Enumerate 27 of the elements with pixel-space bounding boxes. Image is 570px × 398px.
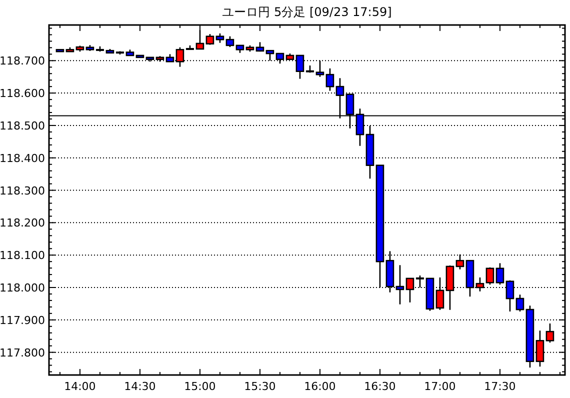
y-tick-label: 117.900 <box>0 314 45 327</box>
x-tick-label: 16:30 <box>364 380 396 393</box>
y-tick-label: 118.200 <box>0 216 45 230</box>
x-tick-label: 16:00 <box>304 380 336 393</box>
candlestick <box>486 266 494 286</box>
candlestick <box>516 294 524 312</box>
candlestick <box>326 68 334 92</box>
chart-title: ユーロ円 5分足 [09/23 17:59] <box>222 5 392 19</box>
candlestick <box>206 33 214 46</box>
y-tick-label: 118.000 <box>0 282 45 294</box>
x-tick-label: 15:30 <box>244 380 276 393</box>
candlestick <box>546 322 554 344</box>
y-tick-label: 118.700 <box>0 54 45 68</box>
y-tick-label: 117.800 <box>0 346 45 360</box>
x-tick-label: 17:00 <box>424 380 456 393</box>
x-tick-label: 15:00 <box>184 380 216 393</box>
candlestick <box>496 262 504 286</box>
x-tick-label: 14:30 <box>124 380 156 393</box>
y-tick-label: 118.600 <box>0 87 45 100</box>
y-tick-label: 118.300 <box>0 184 45 198</box>
x-tick-label: 14:00 <box>64 380 96 393</box>
candlestick <box>216 32 224 44</box>
y-tick-label: 118.500 <box>0 119 45 132</box>
x-tick-label: 17:30 <box>484 380 516 393</box>
y-tick-label: 118.400 <box>0 152 45 165</box>
y-tick-label: 118.100 <box>0 249 45 262</box>
candlestick <box>226 36 234 48</box>
